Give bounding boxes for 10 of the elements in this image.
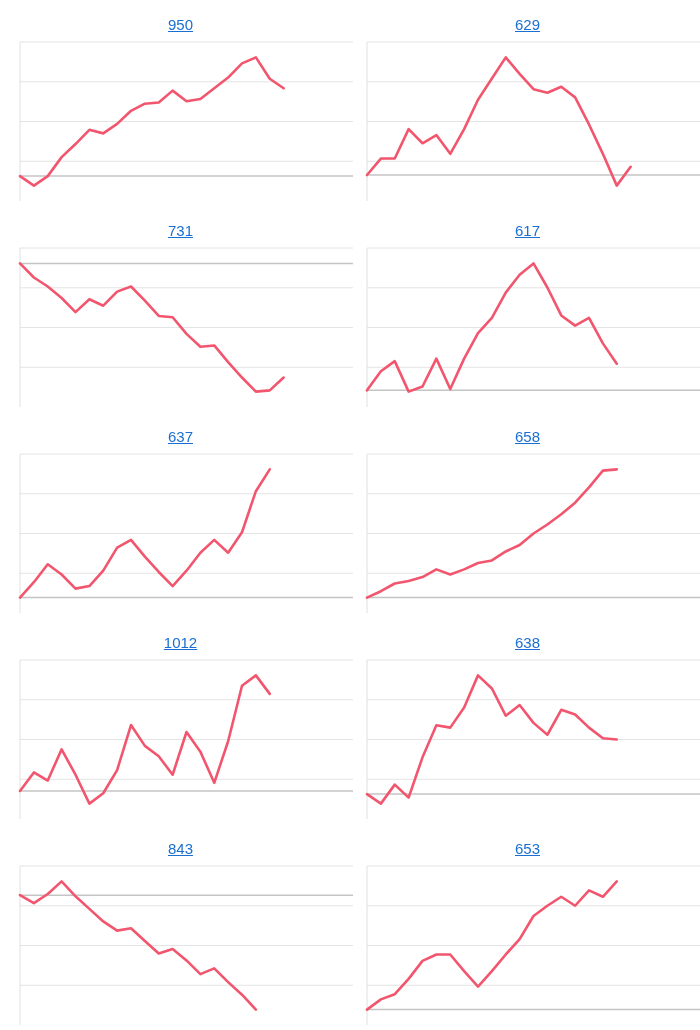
chart-title: 843	[167, 839, 194, 859]
chart-title: 638	[514, 633, 541, 653]
chart-title: 731	[167, 221, 194, 241]
chart-title: 1012	[162, 633, 199, 653]
chart-title: 950	[167, 15, 194, 35]
chart-title: 629	[514, 15, 541, 35]
chart-title: 653	[514, 839, 541, 859]
chart-title: 617	[514, 221, 541, 241]
chart-title: 658	[514, 427, 541, 447]
chart-title: 637	[167, 427, 194, 447]
